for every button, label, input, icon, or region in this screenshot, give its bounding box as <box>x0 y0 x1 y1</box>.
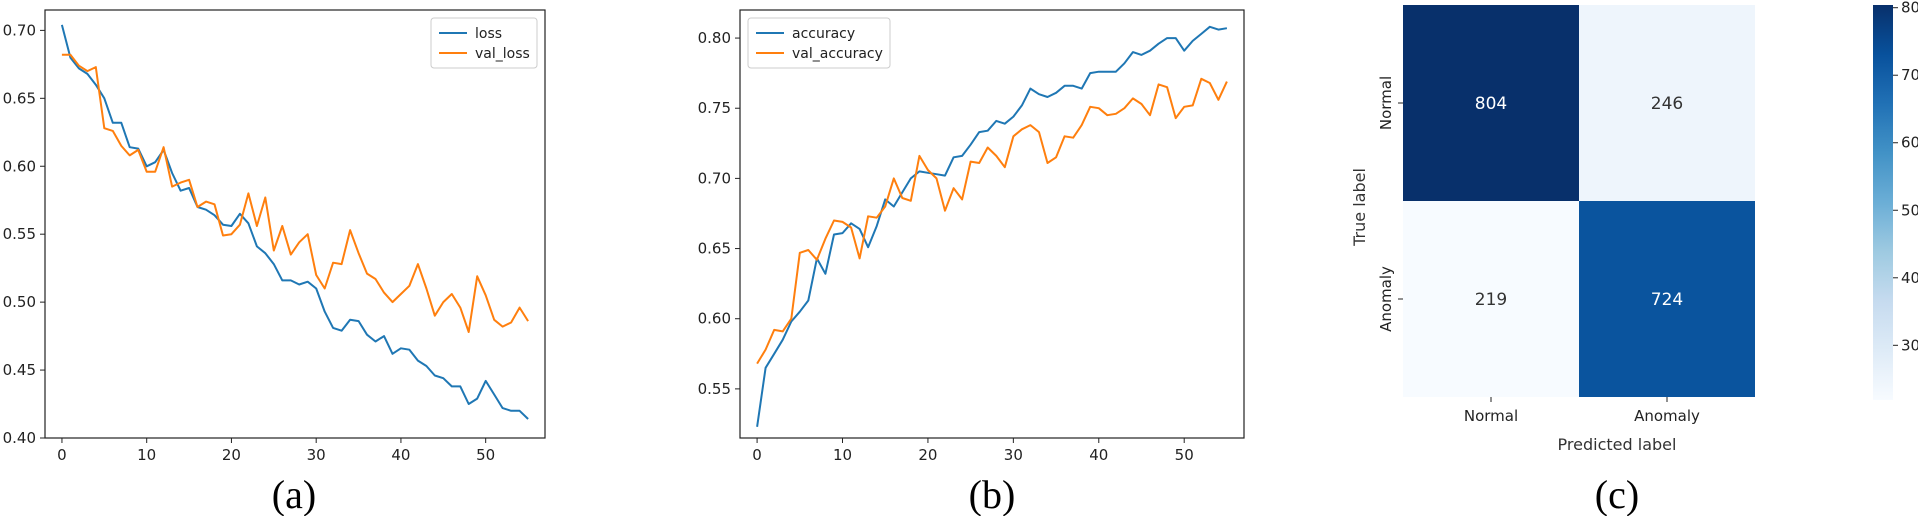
legend-label: val_accuracy <box>792 46 883 62</box>
series-line-loss <box>60 24 529 420</box>
x-tick-label: 0 <box>752 446 762 464</box>
y-category-label: Anomaly <box>1377 266 1395 332</box>
panel-label-c: (c) <box>1595 472 1639 516</box>
x-category-label: Normal <box>1464 407 1518 425</box>
heatmap-cell-value: 804 <box>1475 94 1507 114</box>
y-tick-label: 0.60 <box>3 157 36 175</box>
legend-label: loss <box>475 26 502 42</box>
y-tick-label: 0.40 <box>3 429 36 447</box>
y-tick-label: 0.55 <box>698 380 731 398</box>
y-tick-label: 0.65 <box>3 89 36 107</box>
panel-label-a: (a) <box>272 472 316 516</box>
legend-box <box>430 17 538 69</box>
heatmap-cell <box>1579 5 1755 201</box>
heatmap-cell <box>1579 201 1755 397</box>
heatmap-xlabel: Predicted label <box>1558 435 1677 454</box>
x-tick-label: 10 <box>137 446 156 464</box>
heatmap-cell-value: 219 <box>1475 290 1507 310</box>
panel-label-b: (b) <box>969 472 1016 516</box>
y-category-label: Normal <box>1377 76 1395 130</box>
heatmap-cell-value: 724 <box>1651 290 1683 310</box>
x-tick-label: 30 <box>1004 446 1023 464</box>
plot-frame <box>44 9 546 439</box>
series-line-accuracy <box>756 25 1228 427</box>
colorbar-tick-label: 400 <box>1901 269 1918 287</box>
heatmap-ylabel: True label <box>1350 168 1369 247</box>
y-tick-label: 0.45 <box>3 361 36 379</box>
series-line-val-accuracy <box>756 77 1228 365</box>
y-tick-label: 0.70 <box>698 169 731 187</box>
colorbar-tick-label: 600 <box>1901 134 1918 152</box>
x-tick-label: 30 <box>307 446 326 464</box>
legend-label: accuracy <box>792 26 855 42</box>
colorbar-tick-label: 800 <box>1901 0 1918 17</box>
legend-box <box>747 17 891 69</box>
y-tick-label: 0.55 <box>3 225 36 243</box>
x-tick-label: 40 <box>391 446 410 464</box>
legend: accuracy val_accuracy <box>747 17 891 69</box>
x-tick-label: 50 <box>476 446 495 464</box>
colorbar-tick-label: 700 <box>1901 66 1918 84</box>
y-tick-label: 0.50 <box>3 293 36 311</box>
x-tick-label: 40 <box>1089 446 1108 464</box>
accuracy-chart: 0 10 20 30 40 50 0.55 0.60 0.65 0.70 0.75 0.80 accur… <box>698 9 1245 464</box>
confusion-matrix: Predicted label True label 804 246 219 724 N… <box>1350 0 1918 454</box>
loss-chart: 0 10 20 30 40 50 0.40 0.45 0.50 0.55 0.60 0.65 0.70 l… <box>3 9 546 464</box>
x-tick-label: 10 <box>833 446 852 464</box>
y-tick-label: 0.65 <box>698 240 731 258</box>
y-tick-label: 0.70 <box>3 21 36 39</box>
heatmap-cell-value: 246 <box>1651 94 1683 114</box>
plot-frame <box>739 9 1245 439</box>
y-tick-label: 0.60 <box>698 310 731 328</box>
colorbar-tick-label: 300 <box>1901 336 1918 354</box>
x-tick-label: 20 <box>918 446 937 464</box>
y-tick-label: 0.75 <box>698 99 731 117</box>
x-tick-label: 0 <box>57 446 67 464</box>
y-tick-label: 0.80 <box>698 29 731 47</box>
legend: loss val_loss <box>430 17 538 69</box>
x-tick-label: 50 <box>1175 446 1194 464</box>
colorbar-tick-label: 500 <box>1901 201 1918 219</box>
series-line-val-loss <box>61 53 529 333</box>
heatmap-cell <box>1403 201 1579 397</box>
x-tick-label: 20 <box>222 446 241 464</box>
heatmap-cell <box>1403 5 1579 201</box>
colorbar <box>1873 5 1893 400</box>
legend-label: val_loss <box>475 46 530 62</box>
x-category-label: Anomaly <box>1634 407 1700 425</box>
